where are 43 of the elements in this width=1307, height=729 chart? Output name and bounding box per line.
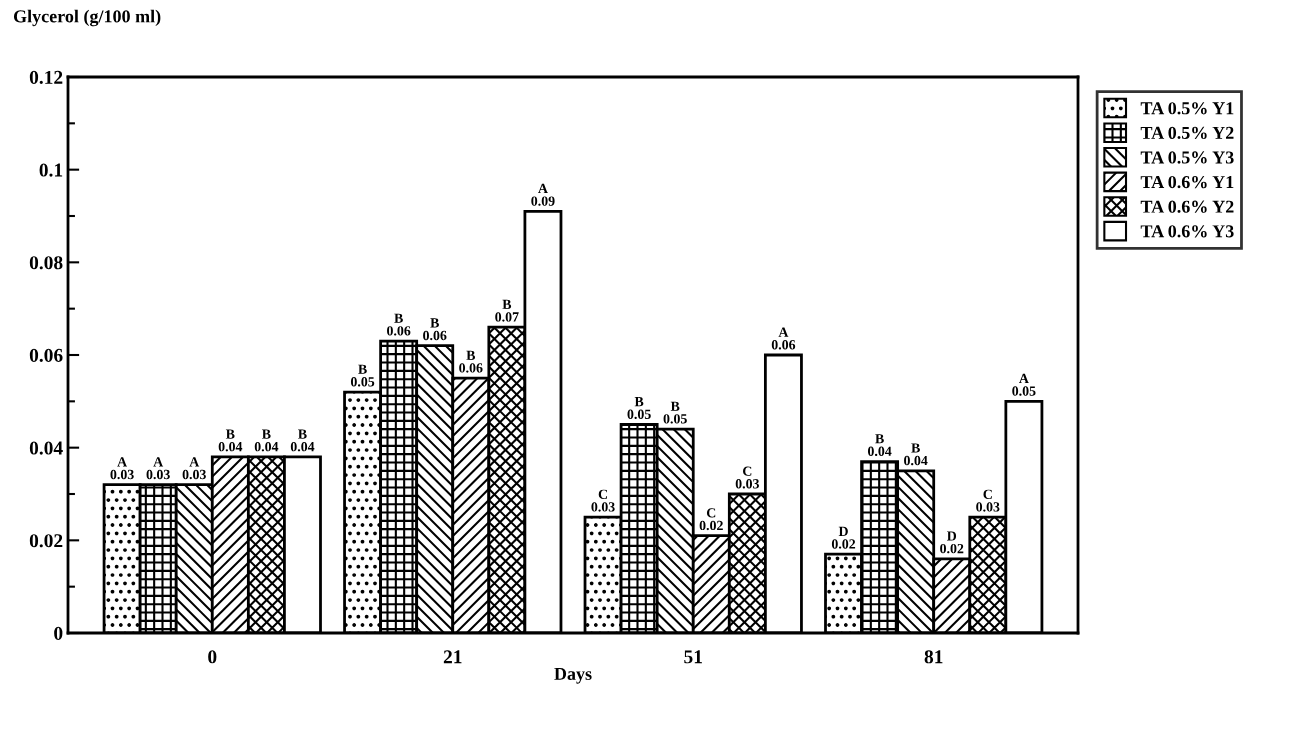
y-axis-title: Glycerol (g/100 ml) (13, 9, 161, 27)
x-tick-label: 81 (924, 650, 943, 664)
data-label: A 0.09 (531, 183, 555, 206)
y-tick-label: 0.06 (29, 348, 63, 363)
data-label: B 0.06 (459, 350, 483, 373)
x-tick-label: 51 (684, 650, 702, 664)
data-label: A 0.03 (110, 457, 134, 480)
data-label: B 0.05 (627, 397, 651, 419)
data-label: B 0.04 (218, 429, 243, 452)
data-label: A 0.03 (146, 457, 170, 480)
legend-label: TA 0.6% Y1 (1140, 175, 1234, 189)
data-label: B 0.04 (254, 429, 279, 452)
legend-label: TA 0.5% Y1 (1140, 102, 1234, 115)
y-tick-label: 0.04 (29, 441, 63, 455)
legend-label: TA 0.6% Y2 (1140, 200, 1234, 213)
data-label: B 0.04 (290, 429, 315, 452)
legend-label: TA 0.5% Y2 (1140, 126, 1234, 140)
data-label: A 0.03 (182, 457, 206, 480)
legend-label: TA 0.5% Y3 (1140, 151, 1234, 164)
x-tick-label: 0 (208, 650, 217, 664)
data-label: B 0.06 (387, 313, 411, 336)
data-label: B 0.06 (423, 318, 447, 341)
y-tick-label: 0.1 (39, 163, 63, 177)
data-label: D 0.02 (940, 531, 964, 554)
data-label: B 0.05 (350, 364, 375, 387)
data-label: B 0.04 (904, 443, 928, 466)
data-label: C 0.03 (735, 466, 760, 489)
y-tick-label: 0.02 (29, 534, 63, 548)
data-label: A 0.06 (771, 327, 796, 350)
data-label: C 0.02 (699, 508, 723, 531)
x-tick-label: 21 (443, 650, 462, 664)
data-label: B 0.05 (663, 401, 687, 424)
data-label: A 0.05 (1012, 373, 1036, 396)
data-label: B 0.04 (867, 434, 892, 457)
y-tick-label: 0.12 (29, 70, 63, 85)
y-tick-label: 0 (54, 626, 63, 640)
legend-label: TA 0.6% Y3 (1140, 225, 1234, 238)
data-label: C 0.03 (591, 489, 615, 512)
data-label: C 0.03 (976, 489, 1000, 512)
data-label: D 0.02 (831, 526, 856, 549)
data-label: B 0.07 (495, 299, 519, 322)
x-axis-title: Days (554, 667, 592, 684)
y-tick-label: 0.08 (29, 256, 63, 270)
